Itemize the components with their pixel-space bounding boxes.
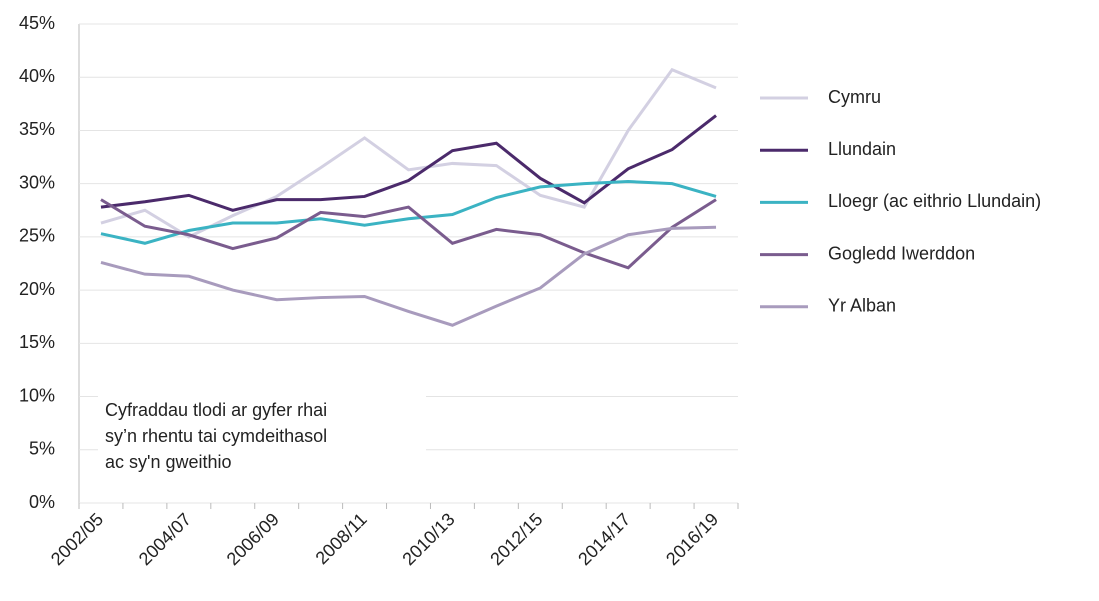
annotation: ac sy'n gweithio: [105, 452, 232, 472]
y-tick-label: 45%: [19, 13, 55, 33]
annotation: sy’n rhentu tai cymdeithasol: [105, 426, 327, 446]
annotation-box: [98, 392, 426, 492]
x-tick-label: 2008/11: [312, 509, 371, 568]
series-line: [100, 198, 717, 270]
y-tick-label: 20%: [19, 279, 55, 299]
y-tick-label: 5%: [29, 439, 55, 459]
legend-label: Lloegr (ac eithrio Llundain): [828, 191, 1041, 211]
series-line: [100, 180, 717, 245]
y-tick-label: 35%: [19, 119, 55, 139]
legend-label: Yr Alban: [828, 296, 896, 316]
x-tick-label: 2010/13: [398, 509, 458, 569]
annotation: Cyfraddau tlodi ar gyfer rhai: [105, 400, 327, 420]
legend-label: Cymru: [828, 87, 881, 107]
x-tick-label: 2016/19: [662, 509, 722, 569]
series-line: [100, 114, 717, 212]
x-tick-label: 2012/15: [486, 509, 546, 569]
series-line: [100, 67, 717, 239]
y-tick-label: 0%: [29, 492, 55, 512]
series-line: [100, 225, 717, 327]
legend-label: Llundain: [828, 139, 896, 159]
y-tick-label: 30%: [19, 172, 55, 192]
x-tick-label: 2002/05: [47, 509, 107, 569]
x-tick-label: 2014/17: [574, 509, 634, 569]
y-tick-label: 15%: [19, 332, 55, 352]
y-tick-label: 25%: [19, 226, 55, 246]
x-tick-label: 2004/07: [135, 509, 195, 569]
x-tick-label: 2006/09: [223, 509, 283, 569]
y-tick-label: 40%: [19, 66, 55, 86]
y-tick-label: 10%: [19, 385, 55, 405]
legend-label: Gogledd Iwerddon: [828, 243, 975, 263]
